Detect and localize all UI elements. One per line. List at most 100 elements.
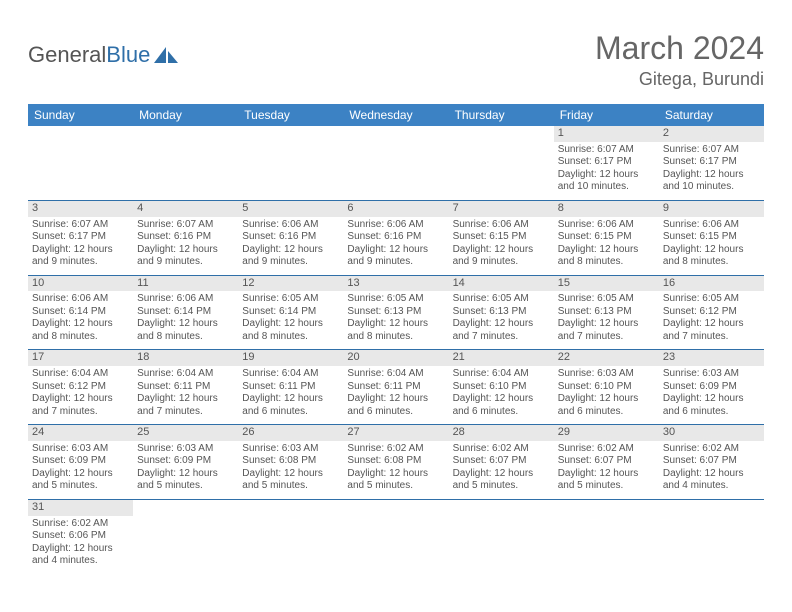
day-cell: 1Sunrise: 6:07 AMSunset: 6:17 PMDaylight… <box>554 126 659 200</box>
sunrise-text: Sunrise: 6:06 AM <box>137 293 234 306</box>
daylight2-text: and 6 minutes. <box>663 406 760 419</box>
day-number: 6 <box>343 201 448 217</box>
day-number: 22 <box>554 350 659 366</box>
day-cell: 24Sunrise: 6:03 AMSunset: 6:09 PMDayligh… <box>28 425 133 500</box>
day-number: 23 <box>659 350 764 366</box>
brand-part1: General <box>28 42 106 67</box>
day-cell: 4Sunrise: 6:07 AMSunset: 6:16 PMDaylight… <box>133 200 238 275</box>
daylight2-text: and 6 minutes. <box>558 406 655 419</box>
sunset-text: Sunset: 6:12 PM <box>32 381 129 394</box>
sunset-text: Sunset: 6:12 PM <box>663 306 760 319</box>
day-number: 28 <box>449 425 554 441</box>
day-cell: 27Sunrise: 6:02 AMSunset: 6:08 PMDayligh… <box>343 425 448 500</box>
day-cell: 26Sunrise: 6:03 AMSunset: 6:08 PMDayligh… <box>238 425 343 500</box>
daylight2-text: and 8 minutes. <box>137 331 234 344</box>
daylight2-text: and 9 minutes. <box>137 256 234 269</box>
daylight1-text: Daylight: 12 hours <box>347 318 444 331</box>
day-cell: 5Sunrise: 6:06 AMSunset: 6:16 PMDaylight… <box>238 200 343 275</box>
calendar-body: 1Sunrise: 6:07 AMSunset: 6:17 PMDaylight… <box>28 126 764 574</box>
day-number: 29 <box>554 425 659 441</box>
day-cell: 25Sunrise: 6:03 AMSunset: 6:09 PMDayligh… <box>133 425 238 500</box>
day-cell: 29Sunrise: 6:02 AMSunset: 6:07 PMDayligh… <box>554 425 659 500</box>
day-cell: 10Sunrise: 6:06 AMSunset: 6:14 PMDayligh… <box>28 275 133 350</box>
sunset-text: Sunset: 6:17 PM <box>663 156 760 169</box>
day-cell: 6Sunrise: 6:06 AMSunset: 6:16 PMDaylight… <box>343 200 448 275</box>
sunset-text: Sunset: 6:11 PM <box>137 381 234 394</box>
sunset-text: Sunset: 6:09 PM <box>32 455 129 468</box>
day-cell: 7Sunrise: 6:06 AMSunset: 6:15 PMDaylight… <box>449 200 554 275</box>
day-cell: 28Sunrise: 6:02 AMSunset: 6:07 PMDayligh… <box>449 425 554 500</box>
day-number: 31 <box>28 500 133 516</box>
daylight1-text: Daylight: 12 hours <box>242 393 339 406</box>
day-number: 5 <box>238 201 343 217</box>
daylight1-text: Daylight: 12 hours <box>32 393 129 406</box>
sunrise-text: Sunrise: 6:02 AM <box>453 443 550 456</box>
sunset-text: Sunset: 6:16 PM <box>242 231 339 244</box>
daylight2-text: and 4 minutes. <box>32 555 129 568</box>
daylight2-text: and 8 minutes. <box>558 256 655 269</box>
sunrise-text: Sunrise: 6:06 AM <box>242 219 339 232</box>
daylight1-text: Daylight: 12 hours <box>663 468 760 481</box>
sunrise-text: Sunrise: 6:03 AM <box>32 443 129 456</box>
daylight1-text: Daylight: 12 hours <box>558 393 655 406</box>
daylight1-text: Daylight: 12 hours <box>558 318 655 331</box>
sunset-text: Sunset: 6:07 PM <box>663 455 760 468</box>
daylight1-text: Daylight: 12 hours <box>558 169 655 182</box>
sunset-text: Sunset: 6:08 PM <box>347 455 444 468</box>
daylight1-text: Daylight: 12 hours <box>663 318 760 331</box>
day-number: 9 <box>659 201 764 217</box>
sunrise-text: Sunrise: 6:07 AM <box>558 144 655 157</box>
day-cell: 17Sunrise: 6:04 AMSunset: 6:12 PMDayligh… <box>28 350 133 425</box>
sunrise-text: Sunrise: 6:04 AM <box>347 368 444 381</box>
day-cell: 31Sunrise: 6:02 AMSunset: 6:06 PMDayligh… <box>28 499 133 573</box>
sunset-text: Sunset: 6:14 PM <box>137 306 234 319</box>
day-cell: 11Sunrise: 6:06 AMSunset: 6:14 PMDayligh… <box>133 275 238 350</box>
day-cell <box>238 126 343 200</box>
day-cell: 23Sunrise: 6:03 AMSunset: 6:09 PMDayligh… <box>659 350 764 425</box>
daylight1-text: Daylight: 12 hours <box>663 169 760 182</box>
day-number: 12 <box>238 276 343 292</box>
sunset-text: Sunset: 6:09 PM <box>663 381 760 394</box>
daylight1-text: Daylight: 12 hours <box>32 543 129 556</box>
location-label: Gitega, Burundi <box>595 69 764 90</box>
daylight2-text: and 9 minutes. <box>453 256 550 269</box>
daylight1-text: Daylight: 12 hours <box>558 244 655 257</box>
daylight1-text: Daylight: 12 hours <box>453 244 550 257</box>
sunrise-text: Sunrise: 6:05 AM <box>242 293 339 306</box>
daylight2-text: and 5 minutes. <box>32 480 129 493</box>
day-cell <box>659 499 764 573</box>
sunset-text: Sunset: 6:09 PM <box>137 455 234 468</box>
day-number: 19 <box>238 350 343 366</box>
sunset-text: Sunset: 6:14 PM <box>32 306 129 319</box>
sunset-text: Sunset: 6:13 PM <box>558 306 655 319</box>
sunset-text: Sunset: 6:13 PM <box>453 306 550 319</box>
sunrise-text: Sunrise: 6:02 AM <box>663 443 760 456</box>
sunset-text: Sunset: 6:17 PM <box>32 231 129 244</box>
daylight1-text: Daylight: 12 hours <box>137 468 234 481</box>
sunrise-text: Sunrise: 6:03 AM <box>137 443 234 456</box>
day-cell: 14Sunrise: 6:05 AMSunset: 6:13 PMDayligh… <box>449 275 554 350</box>
daylight1-text: Daylight: 12 hours <box>137 393 234 406</box>
day-number: 30 <box>659 425 764 441</box>
sunrise-text: Sunrise: 6:02 AM <box>558 443 655 456</box>
sunrise-text: Sunrise: 6:07 AM <box>137 219 234 232</box>
sunrise-text: Sunrise: 6:06 AM <box>453 219 550 232</box>
daylight2-text: and 5 minutes. <box>242 480 339 493</box>
day-cell <box>343 126 448 200</box>
brand-part2: Blue <box>106 42 150 67</box>
sunset-text: Sunset: 6:15 PM <box>663 231 760 244</box>
day-cell <box>238 499 343 573</box>
day-cell: 9Sunrise: 6:06 AMSunset: 6:15 PMDaylight… <box>659 200 764 275</box>
daylight1-text: Daylight: 12 hours <box>347 468 444 481</box>
weekday-header: Thursday <box>449 104 554 126</box>
day-cell: 16Sunrise: 6:05 AMSunset: 6:12 PMDayligh… <box>659 275 764 350</box>
sail-icon <box>152 45 180 65</box>
daylight1-text: Daylight: 12 hours <box>347 244 444 257</box>
sunset-text: Sunset: 6:16 PM <box>347 231 444 244</box>
day-number: 16 <box>659 276 764 292</box>
day-number: 14 <box>449 276 554 292</box>
calendar-table: SundayMondayTuesdayWednesdayThursdayFrid… <box>28 104 764 574</box>
daylight1-text: Daylight: 12 hours <box>32 318 129 331</box>
sunset-text: Sunset: 6:06 PM <box>32 530 129 543</box>
day-number: 3 <box>28 201 133 217</box>
